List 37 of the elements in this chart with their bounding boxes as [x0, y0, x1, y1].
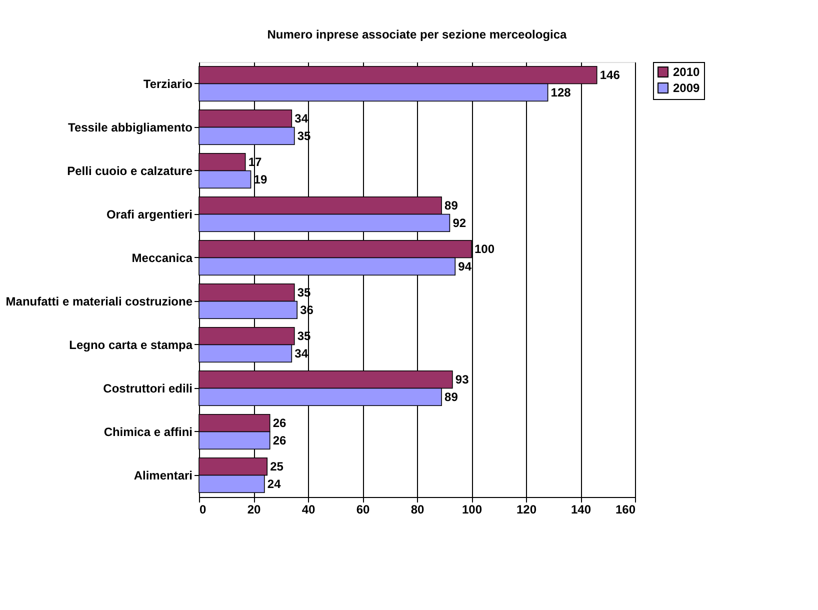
legend-label: 2009 — [673, 81, 700, 95]
data-label: 93 — [455, 372, 470, 387]
y-tick-label: Tessile abbigliamento — [68, 120, 192, 134]
data-label: 26 — [272, 433, 287, 448]
y-tick-label: Alimentari — [134, 468, 192, 482]
data-label: 100 — [474, 242, 495, 256]
data-label: 19 — [254, 172, 268, 186]
data-label: 24 — [267, 476, 282, 491]
x-tick-label: 100 — [462, 502, 482, 516]
y-tick-label: Terziario — [143, 76, 192, 91]
legend-label: 2010 — [673, 65, 700, 79]
x-tick-label: 120 — [516, 502, 537, 516]
y-tick-label: Orafi argentieri — [106, 207, 192, 222]
y-tick-label: Costruttori edili — [103, 381, 192, 396]
chart-title: Numero inprese associate per sezione merceologica — [267, 28, 568, 42]
data-label: 92 — [452, 216, 466, 230]
data-label: 34 — [294, 346, 308, 360]
y-tick-label: Chimica e affini — [104, 424, 192, 439]
data-label: 89 — [444, 198, 458, 213]
y-tick-label: Pelli cuoio e calzature — [67, 164, 193, 178]
x-tick-label: 60 — [356, 502, 370, 516]
data-label: 89 — [444, 390, 458, 404]
y-tick-label: Legno carta e stampa — [69, 338, 193, 352]
data-label: 26 — [272, 416, 287, 430]
x-tick-label: 40 — [302, 502, 316, 516]
x-tick-label: 80 — [410, 502, 424, 516]
x-tick-label: 0 — [200, 502, 206, 516]
data-label: 146 — [600, 68, 620, 82]
data-label: 128 — [550, 85, 572, 100]
x-tick-label: 20 — [247, 502, 261, 516]
y-tick-label: Meccanica — [132, 250, 193, 265]
data-label: 34 — [294, 112, 308, 126]
y-tick-label: Manufatti e materiali costruzione — [6, 294, 193, 308]
x-tick-label: 140 — [570, 502, 592, 516]
data-label: 25 — [270, 460, 284, 474]
data-label: 94 — [458, 259, 472, 274]
x-tick-label: 160 — [615, 502, 636, 516]
